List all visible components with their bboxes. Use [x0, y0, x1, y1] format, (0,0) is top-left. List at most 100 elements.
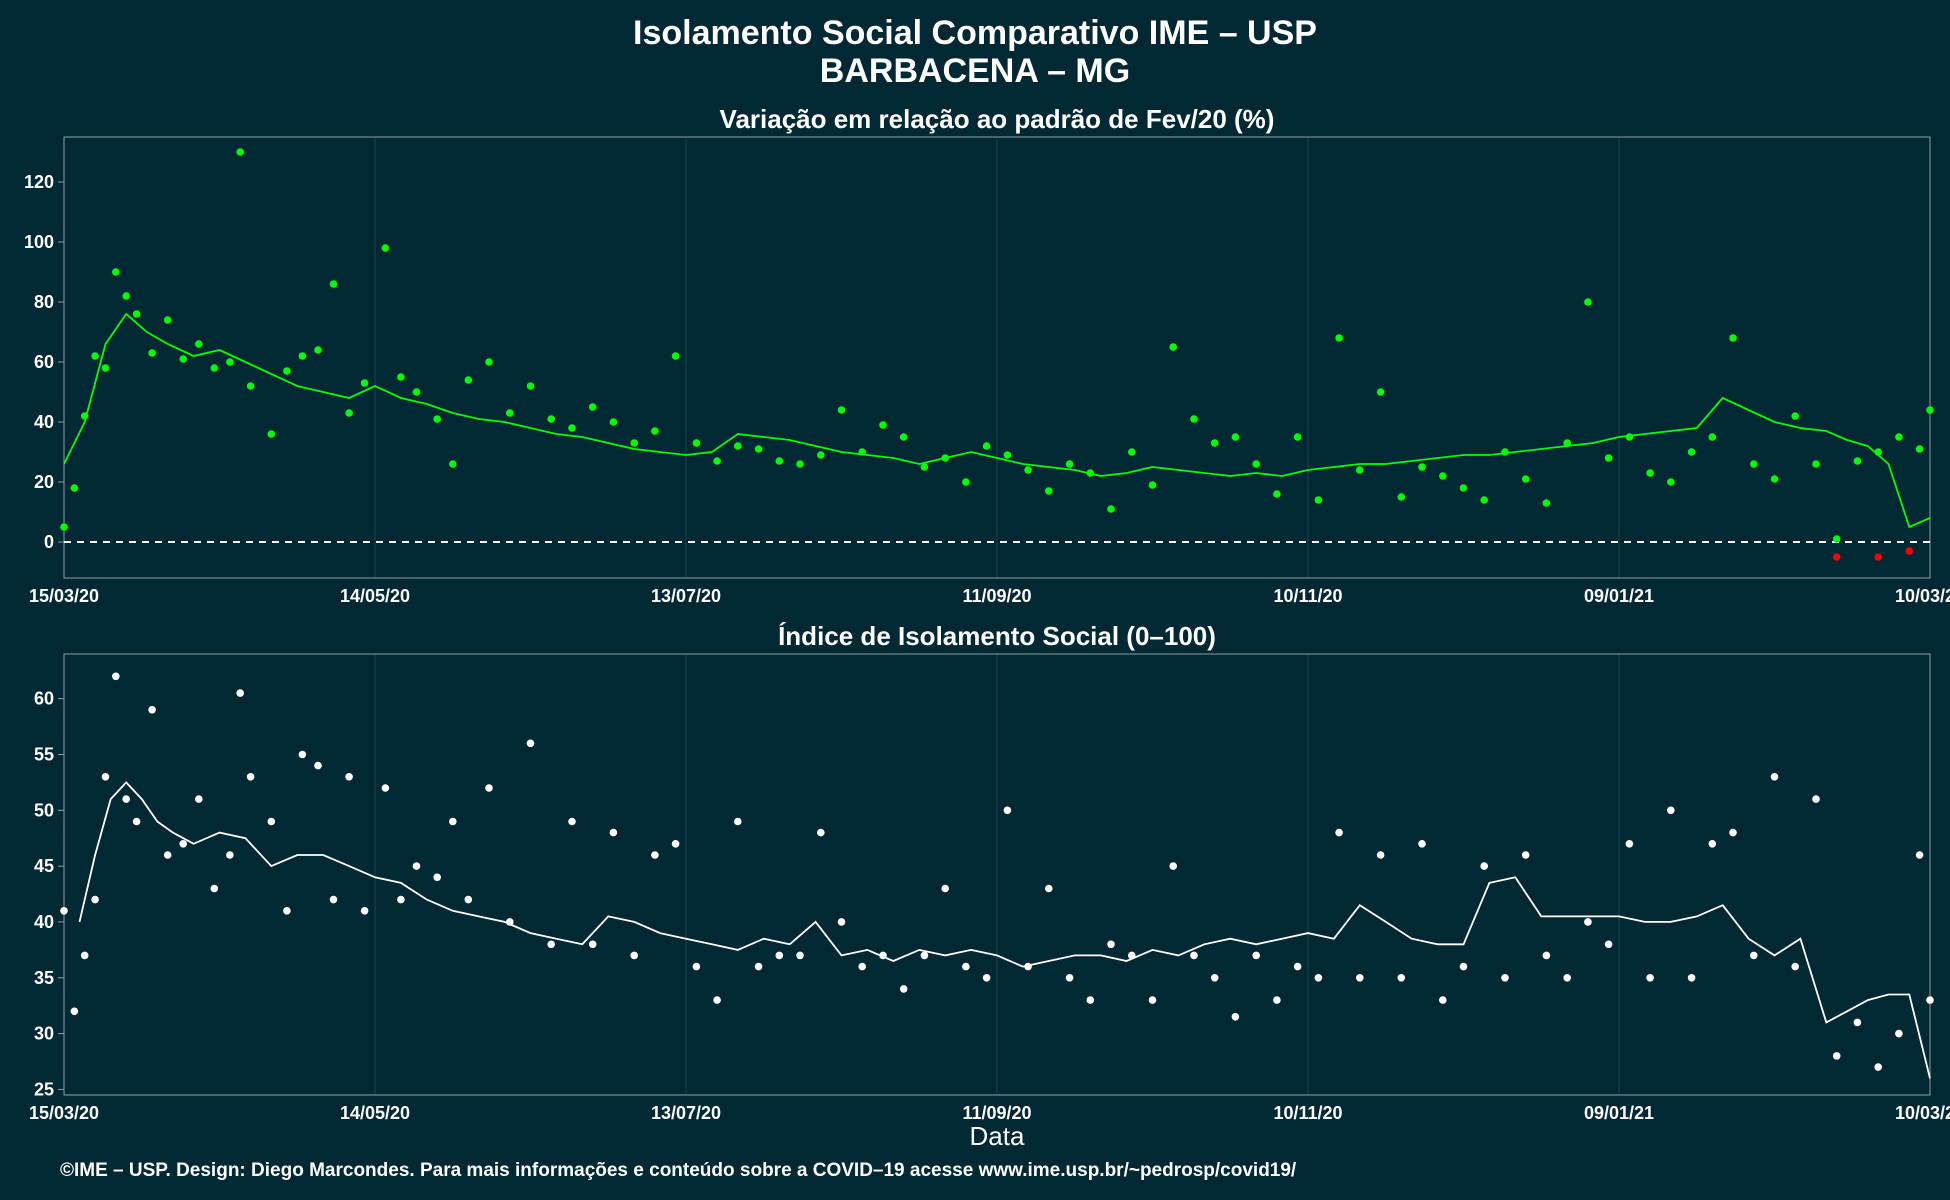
p1-series-0-point-23: [381, 244, 390, 252]
p1-series-1-point-2: [1905, 547, 1914, 555]
p1-series-0-point-55: [1024, 466, 1032, 474]
p2-series-0-point-61: [1148, 996, 1157, 1004]
p1-series-0-point-62: [1169, 343, 1177, 351]
p2-series-0-point-91: [1770, 773, 1779, 781]
p1-series-0-point-53: [982, 442, 991, 450]
p1-series-0-point-39: [692, 439, 701, 447]
p2-series-0-point-70: [1335, 828, 1343, 837]
p1-series-0-point-31: [526, 382, 535, 390]
p1-series-0-point-89: [1729, 334, 1737, 342]
p1-series-0-point-7: [132, 310, 141, 318]
p1-series-0-point-34: [588, 403, 597, 411]
p1-series-0-point-76: [1459, 484, 1468, 492]
p2-x-tick-3: 11/09/20: [962, 1103, 1031, 1123]
p2-series-0-point-43: [775, 951, 784, 960]
p1-x-tick-6: 10/03/21: [1895, 586, 1950, 606]
p2-series-0-point-2: [80, 951, 89, 960]
p2-series-0-point-92: [1791, 962, 1799, 971]
p2-series-0-point-96: [1874, 1063, 1882, 1071]
p2-series-0-point-39: [692, 962, 701, 971]
p2-series-0-point-9: [163, 851, 172, 859]
p1-series-0-point-49: [899, 433, 908, 441]
p2-series-0-point-83: [1604, 940, 1613, 949]
p2-series-1-line: [78, 781, 1931, 1079]
p1-series-0-point-95: [1853, 457, 1862, 465]
p1-series-0-point-32: [547, 415, 555, 423]
p1-series-0-point-22: [360, 379, 369, 387]
p1-series-0-point-17: [283, 367, 291, 375]
p2-series-0-point-56: [1045, 884, 1053, 893]
p1-y-tick-2: 40: [34, 412, 54, 432]
p2-series-0-point-34: [588, 940, 597, 949]
p2-series-0-point-0: [60, 907, 68, 915]
p1-series-0-point-43: [775, 457, 784, 465]
p2-series-0-point-85: [1646, 974, 1654, 982]
p1-series-0-point-93: [1812, 460, 1820, 468]
p2-series-0-point-15: [246, 773, 255, 781]
panel-index: 15/03/20 14/05/20 13/07/20 11/09/20 10/11/20…: [29, 653, 1950, 1123]
p2-series-0-point-73: [1397, 974, 1406, 982]
p1-series-0-point-60: [1128, 448, 1136, 456]
p2-series-0-point-18: [298, 750, 307, 759]
p1-series-0-point-26: [433, 415, 442, 423]
p1-series-0-point-74: [1418, 463, 1426, 471]
p2-y-tick-6: 55: [34, 744, 54, 764]
p1-series-0-point-82: [1584, 298, 1592, 306]
p2-series-0-point-66: [1252, 951, 1260, 960]
p1-x-tick-5: 09/01/21: [1584, 586, 1654, 606]
p2-series-0-point-58: [1086, 996, 1095, 1004]
p2-series-0-point-67: [1273, 996, 1281, 1004]
panel-variation: 15/03/20 14/05/20 13/07/20 11/09/20 10/11/20…: [24, 136, 1950, 606]
panel2-title: Índice de Isolamento Social (0–100): [778, 621, 1216, 651]
p2-series-0-point-65: [1231, 1013, 1240, 1021]
p2-series-0-point-53: [982, 974, 991, 982]
p1-series-1-point-0: [1832, 553, 1841, 561]
p2-x-tick-2: 13/07/20: [651, 1103, 721, 1123]
p2-series-0-point-1: [70, 1007, 79, 1016]
p1-series-0-point-57: [1065, 460, 1074, 468]
p1-series-0-point-73: [1397, 493, 1406, 501]
p1-series-0-point-77: [1480, 496, 1488, 504]
p1-y-tick-0: 0: [44, 532, 54, 552]
p2-series-0-point-87: [1687, 974, 1696, 982]
p1-series-0-point-33: [568, 424, 576, 432]
p2-series-0-point-10: [179, 840, 187, 848]
p1-series-2-line: [63, 312, 1931, 529]
p1-series-0-point-72: [1376, 388, 1385, 396]
p1-series-0-point-30: [506, 409, 514, 417]
p1-series-0-point-54: [1003, 451, 1012, 459]
p1-series-0-point-21: [345, 409, 353, 417]
p2-series-0-point-21: [345, 773, 353, 781]
p1-series-0-point-44: [796, 460, 804, 468]
p1-series-0-point-28: [464, 376, 473, 384]
p2-series-0-point-5: [112, 672, 120, 681]
p2-series-0-point-97: [1895, 1029, 1903, 1038]
p1-series-0-point-92: [1791, 412, 1799, 420]
p1-series-0-point-50: [920, 463, 929, 471]
p2-x-tick-1: 14/05/20: [340, 1103, 410, 1123]
p2-series-0-point-57: [1065, 974, 1074, 982]
p2-series-0-point-7: [132, 817, 141, 826]
p2-series-0-point-32: [547, 940, 555, 949]
p1-series-0-point-68: [1293, 433, 1302, 441]
p2-series-0-point-68: [1293, 962, 1302, 971]
p1-series-0-point-86: [1667, 478, 1675, 486]
p1-series-0-point-98: [1915, 445, 1924, 453]
p1-series-0-point-9: [163, 316, 172, 324]
p1-series-0-point-45: [817, 451, 825, 459]
p1-series-0-point-83: [1604, 454, 1613, 462]
p2-series-0-point-52: [962, 962, 970, 971]
p1-series-0-point-90: [1750, 460, 1758, 468]
p1-y-tick-4: 80: [34, 292, 54, 312]
p2-series-0-point-86: [1667, 806, 1675, 815]
p1-y-tick-3: 60: [34, 352, 54, 372]
p1-y-tick-5: 100: [24, 232, 54, 252]
p1-series-0-point-87: [1687, 448, 1696, 456]
p2-series-0-point-28: [464, 895, 473, 904]
p1-series-0-point-59: [1107, 505, 1115, 513]
p1-series-0-point-40: [713, 457, 721, 465]
p2-series-0-point-77: [1480, 862, 1488, 870]
p2-y-tick-2: 35: [34, 968, 54, 988]
p1-series-0-point-99: [1926, 406, 1934, 414]
